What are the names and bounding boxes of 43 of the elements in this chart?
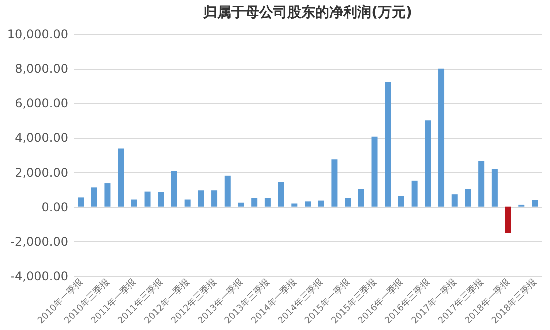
bar — [385, 82, 392, 207]
bar — [252, 198, 258, 207]
bar — [304, 202, 312, 207]
bar — [478, 161, 485, 207]
bar — [332, 160, 338, 207]
bar — [91, 188, 98, 207]
bar — [492, 169, 498, 207]
bar — [238, 202, 244, 207]
bar — [198, 190, 204, 207]
bar — [224, 176, 231, 207]
bar — [171, 171, 178, 207]
y-tick-label: 0.00 — [42, 200, 68, 214]
y-tick-label: -4,000.00 — [10, 270, 68, 284]
bar — [358, 189, 364, 207]
bar — [532, 200, 538, 207]
bar — [398, 196, 404, 207]
bar — [412, 180, 418, 207]
bar — [144, 192, 151, 207]
y-tick-label: 6,000.00 — [15, 96, 68, 111]
y-tick-label: 8,000.00 — [15, 62, 68, 76]
bar — [264, 198, 271, 207]
bar — [345, 198, 352, 207]
bar — [318, 200, 324, 207]
bar — [158, 192, 164, 207]
chart-title: 归属于母公司股东的净利润(万元) — [202, 4, 412, 21]
bar — [438, 68, 445, 207]
bar — [452, 194, 458, 207]
bar — [292, 204, 298, 207]
y-tick-label: 10,000.00 — [7, 28, 68, 42]
bar — [212, 190, 218, 207]
y-tick-label: -2,000.00 — [10, 234, 68, 249]
bar — [131, 200, 138, 207]
bar — [425, 120, 432, 207]
bar — [278, 182, 284, 207]
y-tick-label: 2,000.00 — [15, 166, 68, 180]
bar — [104, 184, 111, 207]
bar — [465, 189, 472, 207]
bar — [505, 206, 512, 234]
y-tick-label: 4,000.00 — [15, 131, 68, 146]
bar — [118, 148, 124, 207]
bar — [372, 136, 378, 207]
bar — [184, 200, 191, 207]
bar — [78, 198, 84, 207]
